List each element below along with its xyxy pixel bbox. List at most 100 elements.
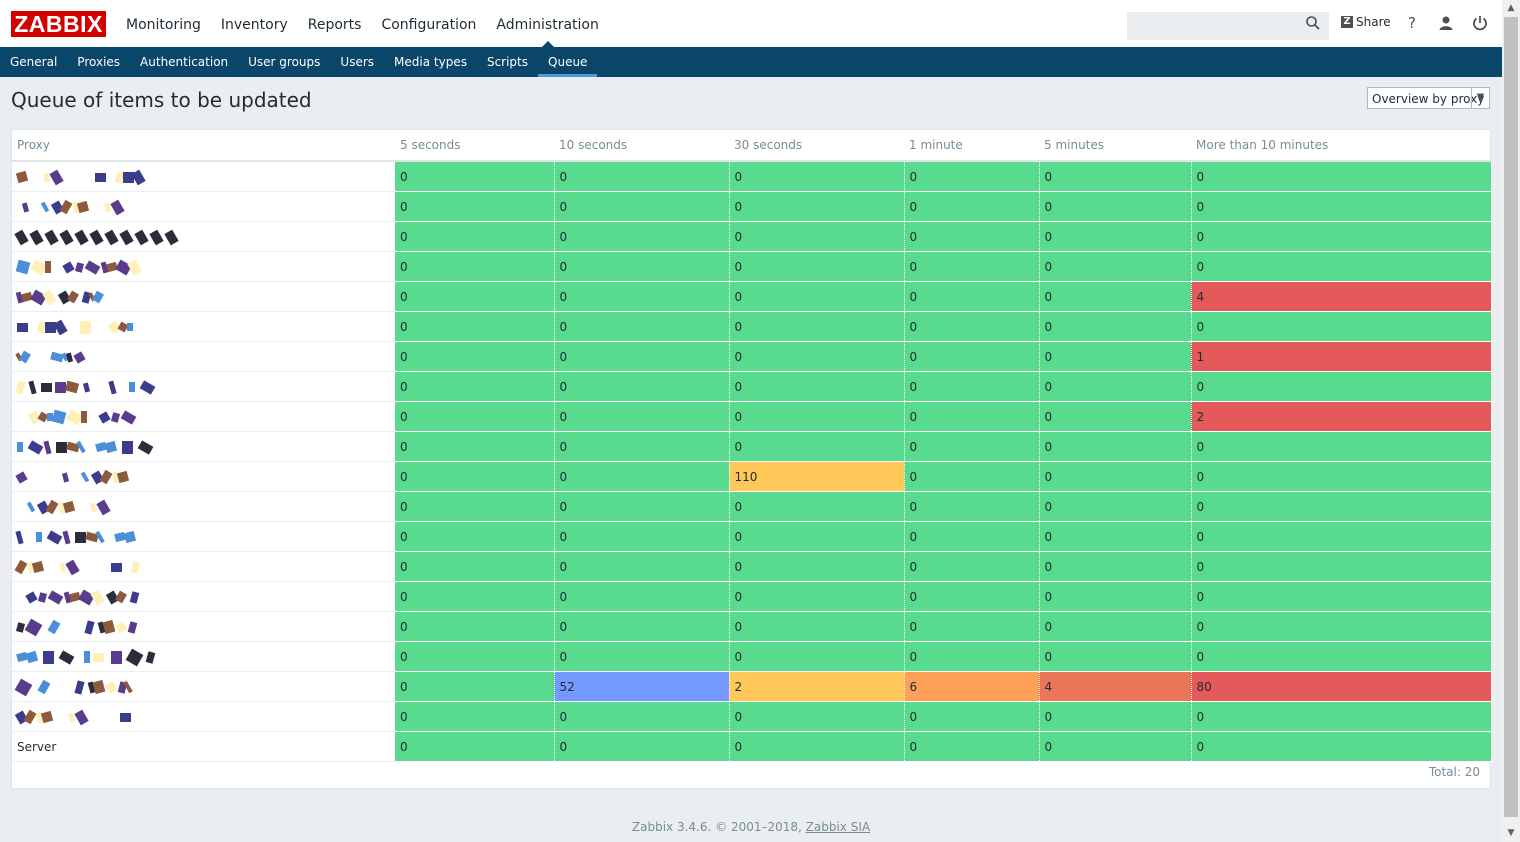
sign-out-icon[interactable] xyxy=(1471,14,1489,32)
queue-count-cell: 0 xyxy=(1039,311,1192,342)
queue-count-cell: 80 xyxy=(1191,671,1492,702)
redaction-fragment xyxy=(104,440,118,454)
proxy-name-cell xyxy=(12,431,395,462)
column-header[interactable]: More than 10 minutes xyxy=(1191,130,1491,162)
sub-nav-users[interactable]: Users xyxy=(340,55,375,69)
redacted-proxy-name xyxy=(15,169,149,185)
zabbix-logo[interactable]: ZABBIX xyxy=(11,11,106,37)
proxy-name-cell xyxy=(12,521,395,552)
proxy-name-cell xyxy=(12,401,395,432)
redaction-fragment xyxy=(131,169,146,185)
sub-nav-general[interactable]: General xyxy=(10,55,58,69)
search-icon[interactable] xyxy=(1305,15,1321,31)
footer-link[interactable]: Zabbix SIA xyxy=(805,820,871,834)
proxy-name-cell: Server xyxy=(12,731,395,762)
redacted-proxy-name xyxy=(17,499,142,515)
queue-count-cell: 0 xyxy=(1191,521,1492,552)
column-header[interactable]: 10 seconds xyxy=(554,130,729,162)
queue-count-cell: 0 xyxy=(554,161,730,192)
queue-count-cell: 0 xyxy=(729,161,905,192)
queue-count-cell: 0 xyxy=(554,341,730,372)
help-icon[interactable]: ? xyxy=(1408,14,1416,32)
scroll-up-icon[interactable]: ▲ xyxy=(1507,3,1515,13)
redaction-fragment xyxy=(19,350,31,364)
redaction-fragment xyxy=(14,229,29,245)
redaction-fragment xyxy=(52,262,60,273)
queue-count-cell: 0 xyxy=(395,221,555,252)
column-header[interactable]: 1 minute xyxy=(904,130,1039,162)
redaction-fragment xyxy=(45,261,51,273)
redaction-fragment xyxy=(78,500,91,514)
redacted-proxy-name xyxy=(17,408,138,426)
main-nav-configuration[interactable]: Configuration xyxy=(381,17,477,33)
redaction-fragment xyxy=(24,618,43,636)
redacted-proxy-name xyxy=(15,379,157,395)
sub-nav-scripts[interactable]: Scripts xyxy=(486,55,529,69)
redaction-fragment xyxy=(105,680,118,694)
redaction-fragment xyxy=(28,470,41,484)
queue-count-cell: 0 xyxy=(554,281,730,312)
queue-count-cell: 0 xyxy=(729,551,905,582)
queue-count-cell: 0 xyxy=(554,491,730,522)
queue-count-cell: 0 xyxy=(1039,641,1192,672)
redaction-fragment xyxy=(47,619,61,635)
vertical-scrollbar[interactable]: ▲ ▼ xyxy=(1502,0,1520,842)
queue-count-cell: 0 xyxy=(904,371,1040,402)
table-header-row: Proxy 5 seconds 10 seconds 30 seconds 1 minu… xyxy=(12,130,1491,162)
scrollbar-thumb[interactable] xyxy=(1504,17,1518,817)
view-select[interactable]: Overview by proxy ▼ xyxy=(1367,87,1490,109)
scroll-down-icon[interactable]: ▼ xyxy=(1507,828,1515,838)
redaction-fragment xyxy=(51,409,67,425)
sub-nav-authentication[interactable]: Authentication xyxy=(140,55,229,69)
redaction-fragment xyxy=(134,229,149,245)
redaction-fragment xyxy=(33,352,41,363)
sub-nav-user-groups[interactable]: User groups xyxy=(248,55,321,69)
page-title: Queue of items to be updated xyxy=(11,88,312,112)
sub-nav-media-types[interactable]: Media types xyxy=(394,55,467,69)
redaction-fragment xyxy=(92,290,104,304)
redaction-fragment xyxy=(37,591,48,603)
main-nav-inventory[interactable]: Inventory xyxy=(220,17,288,33)
queue-count-cell: 0 xyxy=(729,311,905,342)
user-profile-icon[interactable] xyxy=(1437,14,1455,32)
share-button[interactable]: Z Share xyxy=(1341,15,1391,29)
queue-count-cell: 0 xyxy=(554,641,730,672)
main-nav-monitoring[interactable]: Monitoring xyxy=(126,17,201,33)
main-nav-administration[interactable]: Administration xyxy=(486,0,608,48)
queue-count-cell: 0 xyxy=(395,581,555,612)
queue-count-cell: 0 xyxy=(395,701,555,732)
redaction-fragment xyxy=(41,382,52,392)
redaction-fragment xyxy=(59,229,74,245)
queue-count-cell: 0 xyxy=(554,581,730,612)
redacted-proxy-name xyxy=(15,529,141,545)
sub-nav-queue[interactable]: Queue xyxy=(538,47,598,77)
column-header[interactable]: 5 minutes xyxy=(1039,130,1191,162)
redaction-fragment xyxy=(41,470,56,485)
redaction-fragment xyxy=(44,229,59,245)
queue-count-cell: 52 xyxy=(554,671,730,702)
redaction-fragment xyxy=(31,560,45,574)
search-input[interactable] xyxy=(1127,12,1329,40)
queue-count-cell: 4 xyxy=(1039,671,1192,702)
redaction-fragment xyxy=(47,560,60,574)
view-select-value: Overview by proxy xyxy=(1372,92,1485,106)
redacted-proxy-name xyxy=(17,199,128,215)
table-row: 0 0 110 0 0 0 xyxy=(12,461,1492,492)
redaction-fragment xyxy=(45,321,56,333)
column-header[interactable]: 5 seconds xyxy=(395,130,554,162)
column-header[interactable]: Proxy xyxy=(12,130,395,162)
sub-nav-proxies[interactable]: Proxies xyxy=(77,55,121,69)
queue-count-cell: 0 xyxy=(1191,311,1492,342)
proxy-name-cell xyxy=(12,341,395,372)
main-nav-reports[interactable]: Reports xyxy=(307,17,362,33)
redaction-fragment xyxy=(94,561,106,573)
queue-count-cell: 0 xyxy=(554,551,730,582)
column-header[interactable]: 30 seconds xyxy=(729,130,904,162)
queue-count-cell: 0 xyxy=(729,701,905,732)
queue-count-cell: 0 xyxy=(395,671,555,702)
